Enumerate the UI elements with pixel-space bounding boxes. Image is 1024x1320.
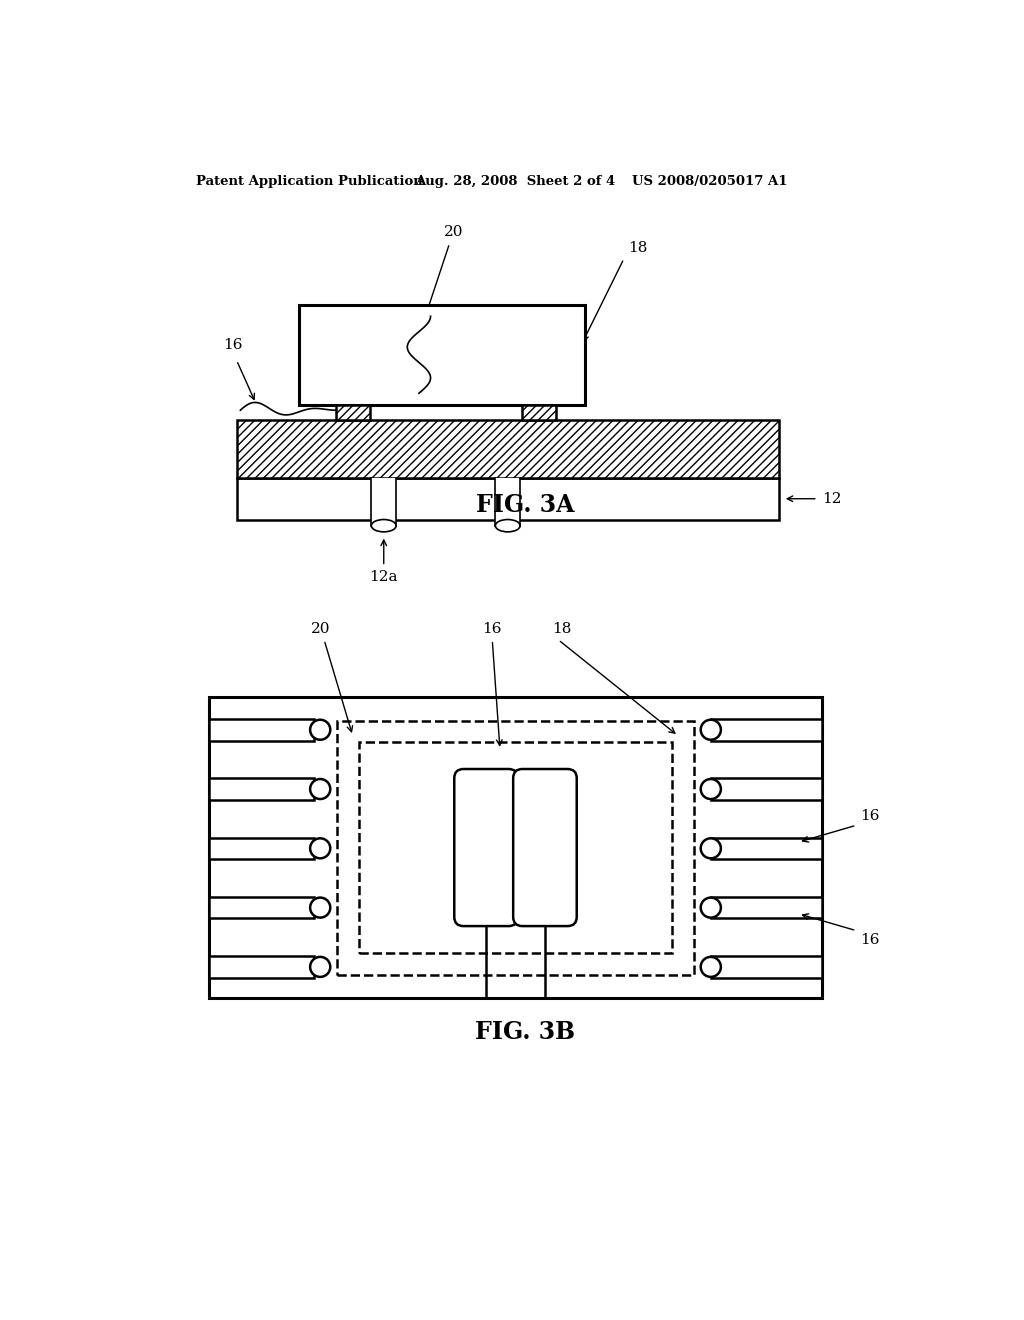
Bar xyxy=(209,896,314,919)
Bar xyxy=(237,478,779,520)
Bar xyxy=(209,838,314,859)
Text: 20: 20 xyxy=(443,226,463,239)
Bar xyxy=(237,420,779,478)
Bar xyxy=(496,478,520,525)
FancyBboxPatch shape xyxy=(513,770,577,927)
Bar xyxy=(209,956,314,978)
Text: 18: 18 xyxy=(552,622,571,636)
Text: FIG. 3A: FIG. 3A xyxy=(475,492,574,517)
Bar xyxy=(521,405,556,420)
Circle shape xyxy=(700,779,721,799)
Bar xyxy=(209,779,314,800)
Text: US 2008/0205017 A1: US 2008/0205017 A1 xyxy=(632,176,787,189)
Bar xyxy=(711,779,821,800)
Text: 18: 18 xyxy=(628,240,647,255)
Text: Patent Application Publication: Patent Application Publication xyxy=(197,176,423,189)
Text: 12: 12 xyxy=(821,492,841,506)
Ellipse shape xyxy=(372,520,396,532)
Bar xyxy=(336,405,370,420)
Bar xyxy=(521,405,556,420)
Circle shape xyxy=(700,957,721,977)
Ellipse shape xyxy=(496,520,520,532)
Text: 16: 16 xyxy=(482,622,502,636)
Circle shape xyxy=(700,838,721,858)
Bar xyxy=(372,478,396,525)
Circle shape xyxy=(700,898,721,917)
Circle shape xyxy=(310,779,331,799)
Circle shape xyxy=(310,838,331,858)
Circle shape xyxy=(310,957,331,977)
Text: 12a: 12a xyxy=(370,570,398,585)
FancyBboxPatch shape xyxy=(455,770,518,927)
Text: 16: 16 xyxy=(223,338,243,352)
Bar xyxy=(209,697,821,998)
Bar xyxy=(359,742,672,953)
Bar xyxy=(711,719,821,741)
Text: 16: 16 xyxy=(860,933,880,946)
Text: Aug. 28, 2008  Sheet 2 of 4: Aug. 28, 2008 Sheet 2 of 4 xyxy=(415,176,615,189)
Bar xyxy=(209,719,314,741)
Text: 16: 16 xyxy=(860,809,880,822)
Bar xyxy=(711,838,821,859)
Bar xyxy=(299,305,586,405)
Bar xyxy=(711,896,821,919)
Text: 20: 20 xyxy=(310,622,330,636)
Circle shape xyxy=(700,719,721,739)
Bar xyxy=(337,721,693,974)
Circle shape xyxy=(310,898,331,917)
Bar xyxy=(336,405,370,420)
Circle shape xyxy=(310,719,331,739)
Bar xyxy=(711,956,821,978)
Text: FIG. 3B: FIG. 3B xyxy=(475,1020,574,1044)
